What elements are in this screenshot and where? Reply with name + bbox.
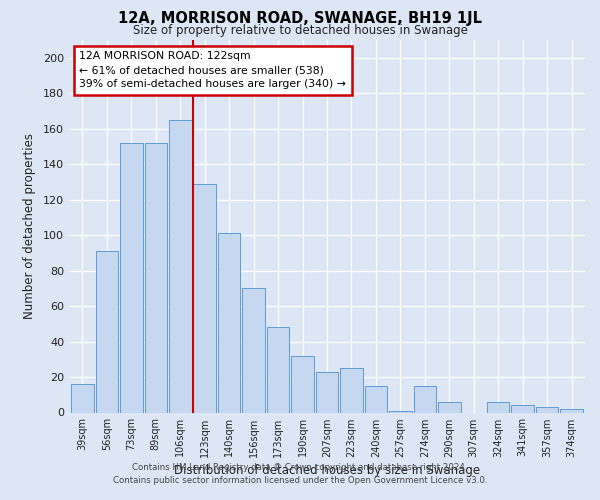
Bar	[560, 409, 583, 412]
Bar	[193, 184, 216, 412]
Text: Size of property relative to detached houses in Swanage: Size of property relative to detached ho…	[133, 24, 467, 37]
Y-axis label: Number of detached properties: Number of detached properties	[23, 133, 36, 320]
Bar	[95, 251, 118, 412]
Bar	[536, 407, 559, 412]
Text: Contains public sector information licensed under the Open Government Licence v3: Contains public sector information licen…	[113, 476, 487, 485]
Bar	[145, 143, 167, 412]
Bar	[389, 410, 412, 412]
Bar	[267, 328, 289, 412]
Bar	[365, 386, 387, 412]
Bar	[340, 368, 363, 412]
Bar	[413, 386, 436, 412]
Bar	[71, 384, 94, 412]
Bar	[511, 406, 534, 412]
Bar	[291, 356, 314, 412]
Bar	[316, 372, 338, 412]
Text: 12A MORRISON ROAD: 122sqm
← 61% of detached houses are smaller (538)
39% of semi: 12A MORRISON ROAD: 122sqm ← 61% of detac…	[79, 51, 346, 89]
Bar	[242, 288, 265, 412]
Bar	[169, 120, 191, 412]
Text: Contains HM Land Registry data © Crown copyright and database right 2024.: Contains HM Land Registry data © Crown c…	[132, 464, 468, 472]
Bar	[120, 143, 143, 412]
Text: 12A, MORRISON ROAD, SWANAGE, BH19 1JL: 12A, MORRISON ROAD, SWANAGE, BH19 1JL	[118, 11, 482, 26]
Bar	[487, 402, 509, 412]
X-axis label: Distribution of detached houses by size in Swanage: Distribution of detached houses by size …	[174, 464, 480, 477]
Bar	[218, 234, 241, 412]
Bar	[438, 402, 461, 412]
